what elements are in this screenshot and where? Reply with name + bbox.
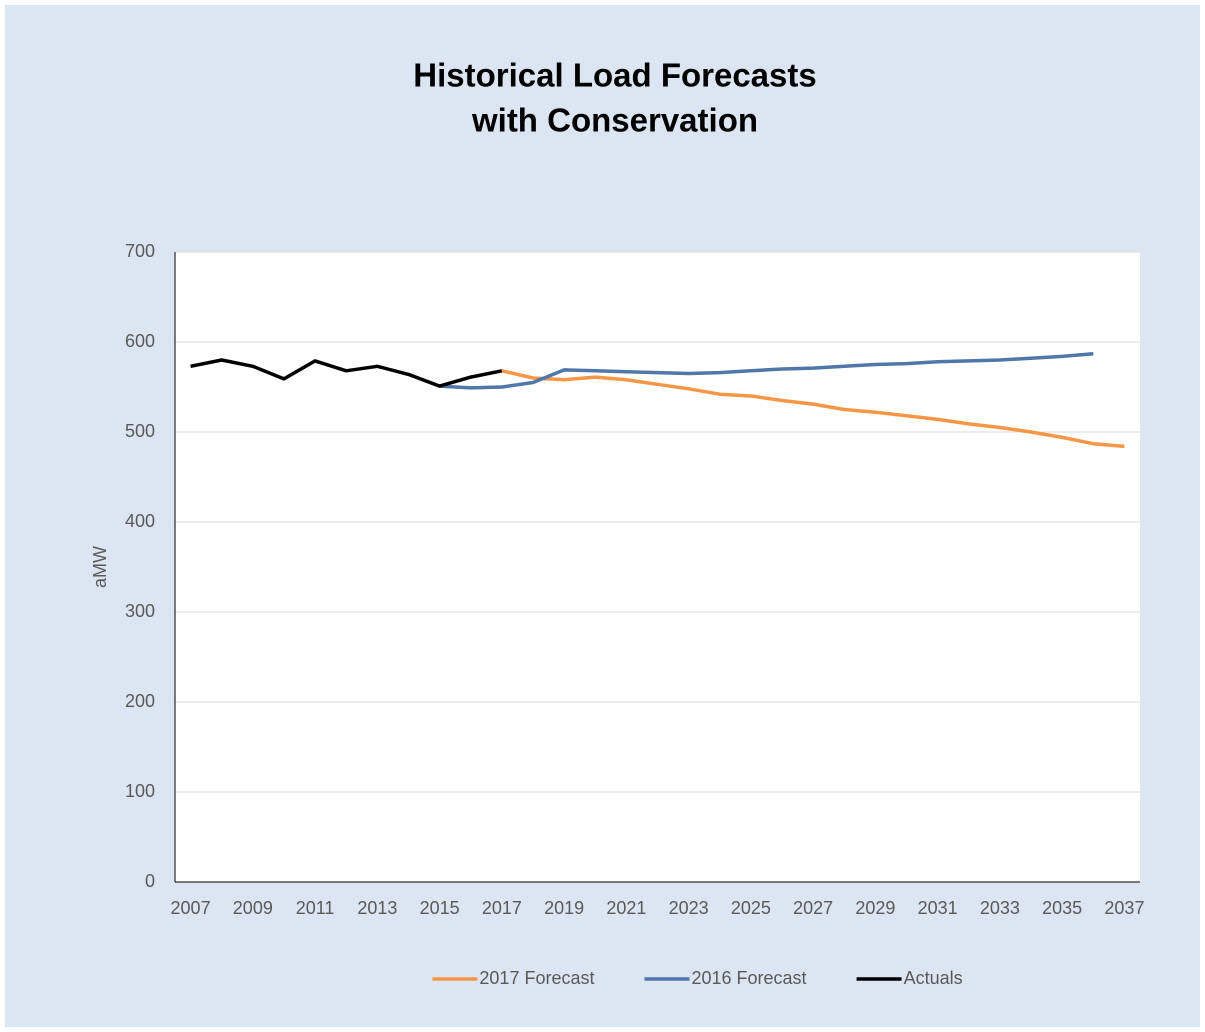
x-tick-label: 2025	[731, 898, 771, 918]
y-tick-label: 0	[145, 871, 155, 891]
chart-title: Historical Load Forecasts	[413, 57, 816, 94]
x-tick-label: 2013	[357, 898, 397, 918]
x-tick-label: 2021	[606, 898, 646, 918]
y-tick-label: 600	[125, 331, 155, 351]
x-tick-label: 2027	[793, 898, 833, 918]
legend-label: 2016 Forecast	[691, 968, 806, 988]
y-tick-label: 400	[125, 511, 155, 531]
y-tick-label: 500	[125, 421, 155, 441]
x-tick-label: 2019	[544, 898, 584, 918]
x-tick-label: 2031	[918, 898, 958, 918]
data-line	[439, 351, 1094, 390]
y-axis-label: aMW	[90, 546, 110, 588]
x-tick-label: 2009	[233, 898, 273, 918]
y-tick-label: 700	[125, 241, 155, 261]
x-tick-label: 2035	[1042, 898, 1082, 918]
plot-area	[175, 252, 1140, 882]
x-tick-label: 2011	[296, 898, 335, 918]
chart-title: with Conservation	[471, 102, 758, 139]
x-tick-label: 2037	[1104, 898, 1144, 918]
x-tick-label: 2029	[855, 898, 895, 918]
y-tick-label: 200	[125, 691, 155, 711]
data-line	[190, 358, 503, 388]
data-line	[501, 369, 1125, 449]
legend-label: 2017 Forecast	[479, 968, 594, 988]
x-tick-label: 2017	[482, 898, 522, 918]
x-tick-label: 2007	[171, 898, 211, 918]
y-tick-label: 100	[125, 781, 155, 801]
legend-label: Actuals	[904, 968, 963, 988]
y-tick-label: 300	[125, 601, 155, 621]
x-tick-label: 2023	[669, 898, 709, 918]
x-tick-label: 2033	[980, 898, 1020, 918]
x-tick-label: 2015	[420, 898, 460, 918]
